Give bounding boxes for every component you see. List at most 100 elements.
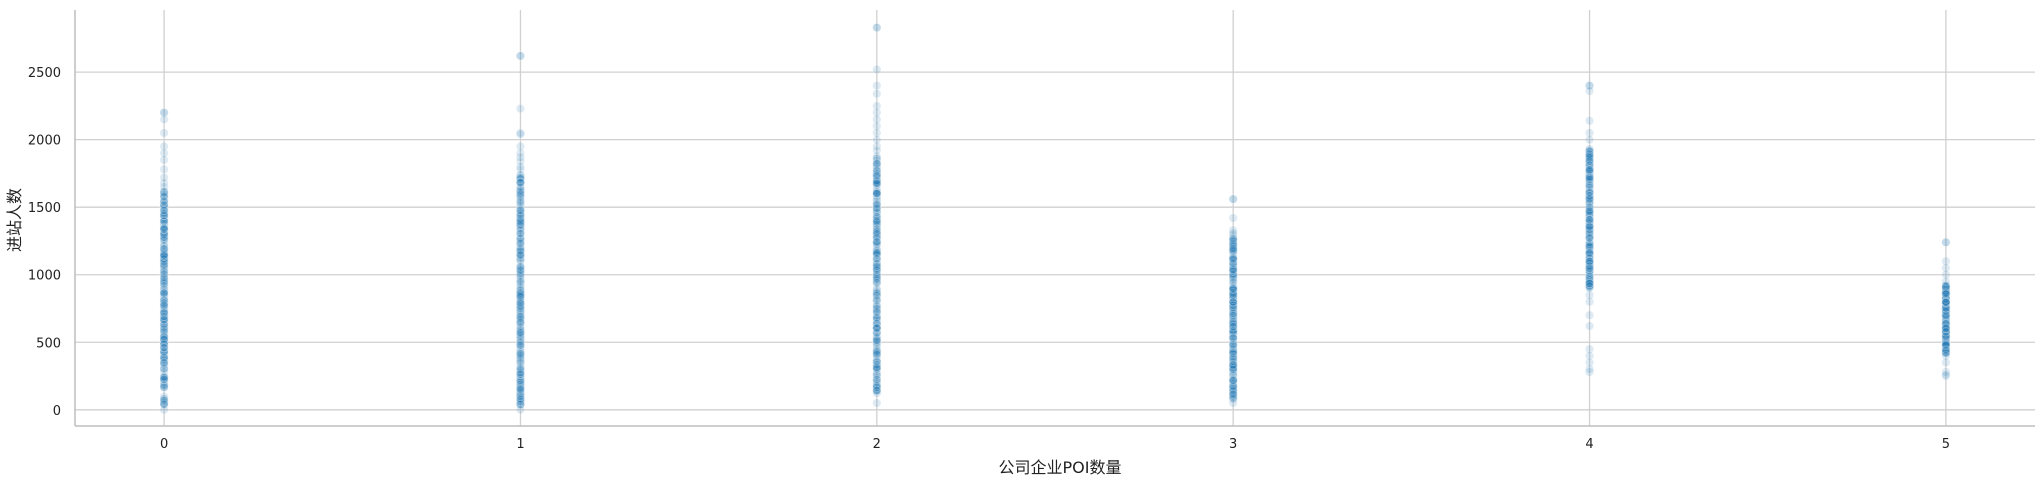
scatter-point [872,239,882,249]
scatter-point [1228,247,1238,257]
scatter-point [515,250,525,260]
scatter-point [159,263,169,273]
scatter-point [515,317,525,327]
scatter-point [1585,164,1595,174]
scatter-point [872,350,882,360]
scatter-point [515,368,525,378]
scatter-point [1228,370,1238,380]
scatter-point [515,189,525,199]
scatter-point [515,355,525,365]
scatter-point [1228,328,1238,338]
scatter-point [872,323,882,333]
scatter-point [1585,194,1595,204]
scatter-point [159,351,169,361]
scatter-point [159,382,169,392]
scatter-point [872,290,882,300]
scatter-point [159,196,169,206]
scatter-point [1585,147,1595,157]
scatter-point [515,307,525,317]
scatter-point [872,248,882,258]
scatter-point [515,173,525,183]
scatter-point [872,240,882,250]
scatter-point [1228,361,1238,371]
scatter-point [872,337,882,347]
scatter-point [515,129,525,139]
scatter-point [515,391,525,401]
scatter-point [1585,147,1595,157]
scatter-point [872,264,882,274]
scatter-point [872,135,882,145]
scatter-point [515,268,525,278]
scatter-point [159,392,169,402]
scatter-point [1585,151,1595,161]
scatter-point [1228,333,1238,343]
scatter-point [1941,335,1951,345]
scatter-point [872,346,882,356]
scatter-point [159,300,169,310]
scatter-point [159,347,169,357]
scatter-point [159,380,169,390]
scatter-point [1228,374,1238,384]
scatter-point [872,270,882,280]
scatter-point [1941,332,1951,342]
scatter-point [515,382,525,392]
scatter-point [1228,245,1238,255]
scatter-point [1228,249,1238,259]
scatter-point [1228,194,1238,204]
scatter-point [1941,299,1951,309]
scatter-point [1941,292,1951,302]
scatter-point [159,301,169,311]
scatter-point [1585,271,1595,281]
scatter-point [872,257,882,267]
scatter-point [159,242,169,252]
scatter-point [872,196,882,206]
scatter-point [159,282,169,292]
scatter-point [1228,363,1238,373]
scatter-point [159,308,169,318]
scatter-point [1585,135,1595,145]
scatter-point [159,224,169,234]
scatter-point [1228,324,1238,334]
scatter-point [159,400,169,410]
scatter-point [1941,314,1951,324]
scatter-point [1585,206,1595,216]
scatter-point [515,219,525,229]
scatter-point [1585,211,1595,221]
scatter-point [872,349,882,359]
scatter-point [1585,262,1595,272]
scatter-point [159,211,169,221]
scatter-point [1941,295,1951,305]
scatter-point [159,192,169,202]
scatter-point [1585,218,1595,228]
scatter-point [1585,207,1595,217]
scatter-point [1585,249,1595,259]
scatter-point [872,207,882,217]
scatter-point [872,198,882,208]
scatter-point [159,234,169,244]
scatter-point [515,225,525,235]
scatter-point [872,101,882,111]
scatter-point [159,266,169,276]
scatter-point [1228,360,1238,370]
scatter-point [515,262,525,272]
scatter-point [872,236,882,246]
scatter-point [159,371,169,381]
scatter-point [515,317,525,327]
scatter-point [159,276,169,286]
scatter-point [159,187,169,197]
scatter-point [1585,169,1595,179]
scatter-point [1228,238,1238,248]
scatter-point [515,162,525,172]
scatter-point [1228,326,1238,336]
scatter-point [515,238,525,248]
scatter-point [1228,225,1238,235]
scatter-point [1585,232,1595,242]
scatter-point [872,335,882,345]
scatter-point [1585,177,1595,187]
scatter-point [515,397,525,407]
scatter-point [515,246,525,256]
scatter-point [872,271,882,281]
scatter-point [872,359,882,369]
scatter-point [872,259,882,269]
scatter-point [1228,339,1238,349]
